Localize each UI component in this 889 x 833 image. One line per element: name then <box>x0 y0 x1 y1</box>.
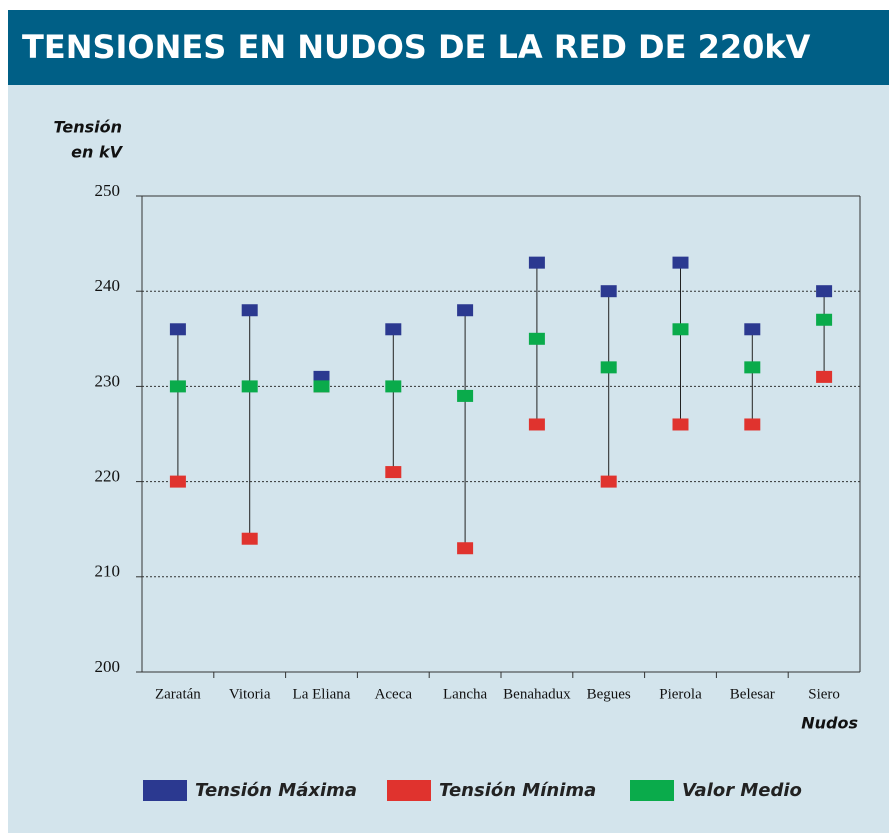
x-tick-label: Pierola <box>659 686 702 702</box>
x-tick-label: Aceca <box>375 686 413 702</box>
title-bar <box>8 10 889 85</box>
marker <box>816 370 833 383</box>
marker <box>313 380 330 393</box>
y-tick-label: 210 <box>95 562 121 581</box>
marker <box>528 256 545 269</box>
marker <box>457 389 474 402</box>
marker <box>385 323 402 336</box>
marker <box>600 285 617 298</box>
x-tick-label: Lancha <box>443 686 487 702</box>
y-tick-label: 200 <box>95 657 121 676</box>
legend-label: Valor Medio <box>682 780 802 801</box>
marker <box>528 418 545 431</box>
marker <box>672 323 689 336</box>
marker <box>385 380 402 393</box>
x-tick-label: Zaratán <box>155 686 201 702</box>
legend-label: Tensión Mínima <box>439 780 596 801</box>
marker <box>169 323 186 336</box>
x-tick-label: Begues <box>587 686 631 702</box>
marker <box>528 332 545 345</box>
y-tick-label: 230 <box>95 371 121 390</box>
marker <box>672 418 689 431</box>
marker <box>241 532 258 545</box>
y-axis-label: en kV <box>71 143 123 162</box>
marker <box>169 380 186 393</box>
legend-swatch <box>143 780 187 801</box>
legend-swatch <box>387 780 431 801</box>
x-tick-label: Vitoria <box>229 686 271 702</box>
marker <box>313 370 330 383</box>
x-tick-label: Belesar <box>730 686 775 702</box>
marker <box>457 304 474 317</box>
marker <box>672 256 689 269</box>
marker <box>816 285 833 298</box>
y-tick-label: 250 <box>95 181 121 200</box>
x-axis-label: Nudos <box>801 714 858 733</box>
x-tick-label: La Eliana <box>293 686 351 702</box>
y-tick-label: 240 <box>95 276 121 295</box>
marker <box>600 475 617 488</box>
legend-swatch <box>630 780 674 801</box>
y-axis-label: Tensión <box>54 118 122 137</box>
x-tick-label: Siero <box>808 686 840 702</box>
marker <box>816 313 833 326</box>
x-tick-label: Benahadux <box>503 686 571 702</box>
marker <box>600 361 617 374</box>
marker <box>169 475 186 488</box>
chart-title: TENSIONES EN NUDOS DE LA RED DE 220kV <box>22 28 811 66</box>
marker <box>385 466 402 479</box>
marker <box>457 542 474 555</box>
y-tick-label: 220 <box>95 467 121 486</box>
marker <box>744 418 761 431</box>
marker <box>744 323 761 336</box>
marker <box>241 380 258 393</box>
panel-bg <box>8 10 889 833</box>
marker <box>744 361 761 374</box>
legend-label: Tensión Máxima <box>195 780 357 801</box>
marker <box>241 304 258 317</box>
